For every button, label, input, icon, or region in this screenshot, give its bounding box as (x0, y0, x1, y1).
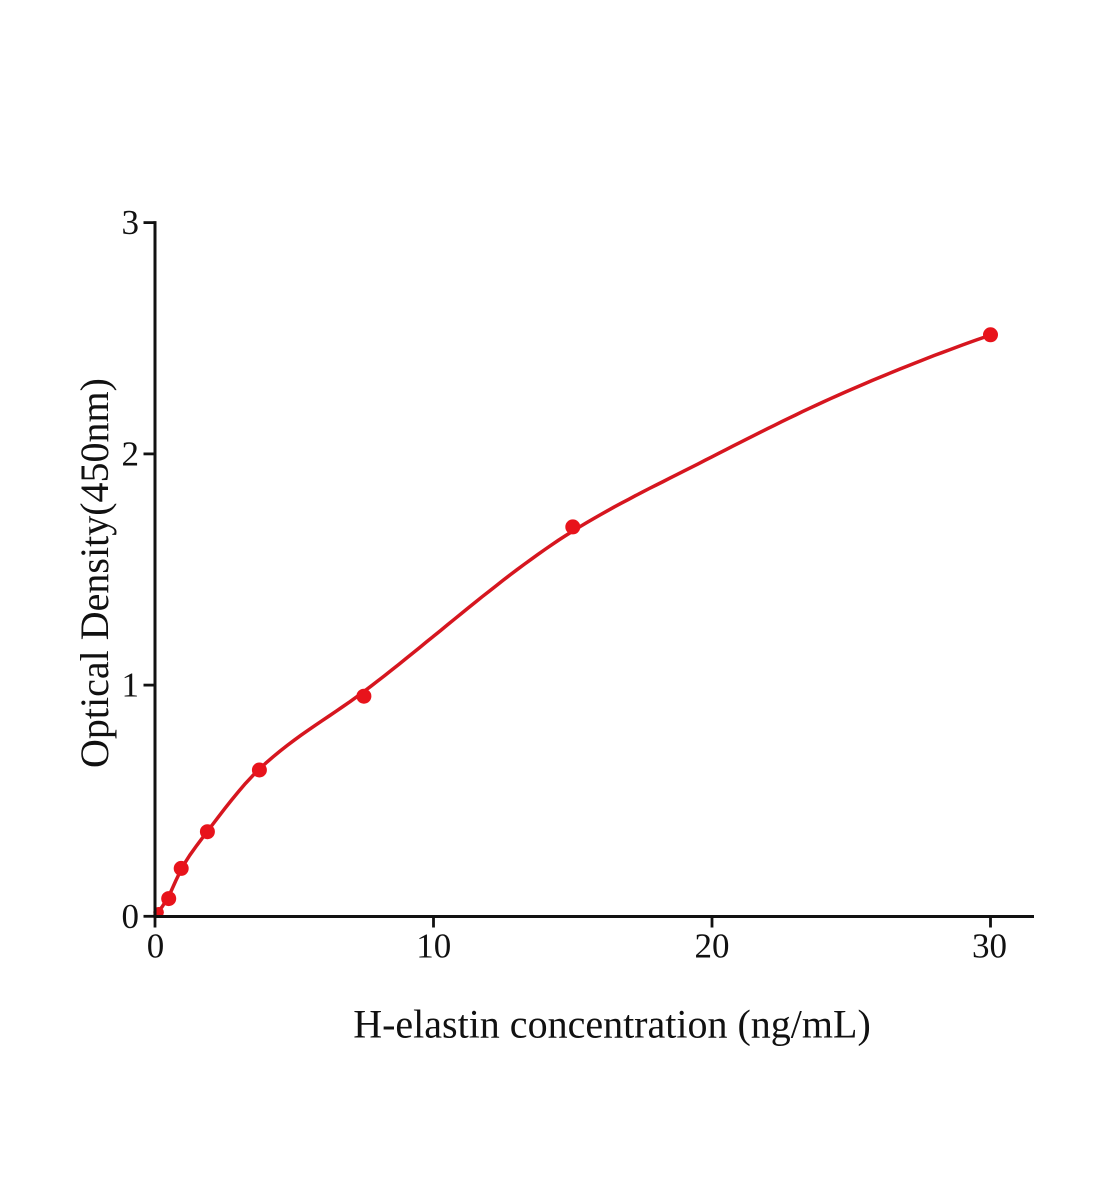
svg-text:Optical Density(450nm): Optical Density(450nm) (72, 378, 117, 768)
svg-text:30: 30 (972, 927, 1007, 966)
svg-text:1: 1 (122, 666, 140, 705)
svg-text:20: 20 (695, 927, 730, 966)
svg-text:2: 2 (122, 434, 140, 473)
svg-text:0: 0 (147, 927, 165, 966)
svg-text:10: 10 (416, 927, 451, 966)
svg-text:H-elastin concentration (ng/mL: H-elastin concentration (ng/mL) (353, 1002, 871, 1047)
svg-text:0: 0 (122, 897, 140, 936)
svg-text:3: 3 (122, 203, 140, 242)
